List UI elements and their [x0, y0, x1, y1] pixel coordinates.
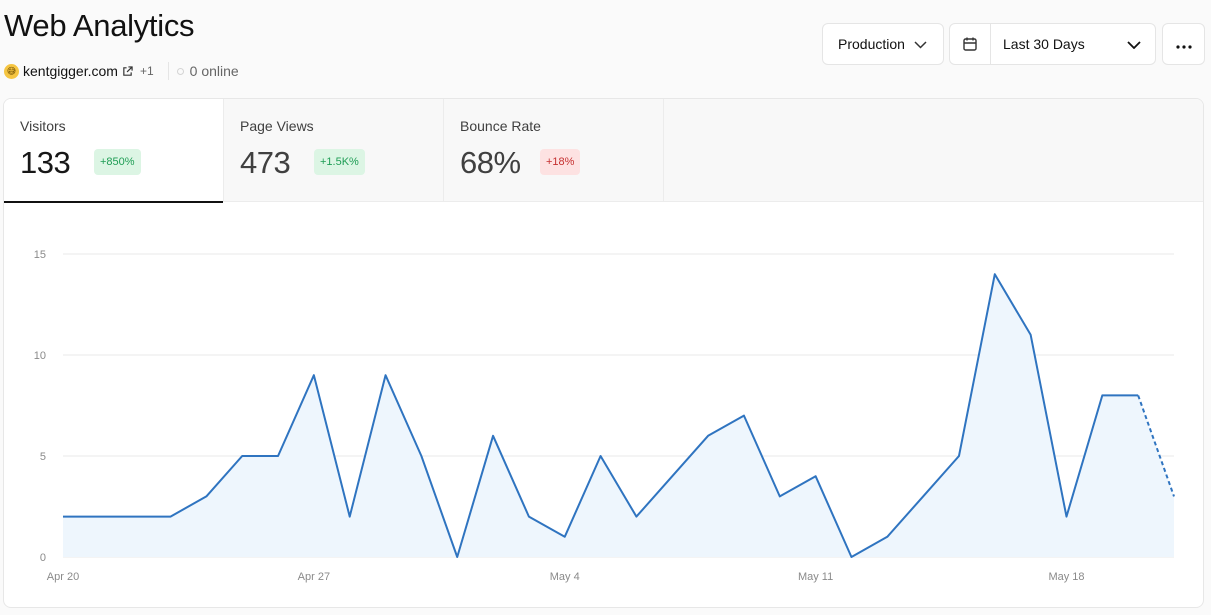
x-tick-label: May 11 — [798, 571, 833, 583]
tab-visitors[interactable]: Visitors 133 +850% — [4, 99, 224, 203]
visitors-chart[interactable]: 0 5 10 15 Apr 20 Apr 27 May 4 May 11 May 18 — [4, 203, 1203, 607]
site-row: 😅 kentgigger.com +1 0 online — [4, 62, 239, 80]
chevron-down-icon — [914, 36, 927, 52]
metric-label: Bounce Rate — [460, 118, 541, 134]
series-line-partial — [1137, 395, 1175, 497]
y-tick-label: 5 — [40, 451, 46, 463]
environment-label: Production — [838, 36, 905, 52]
environment-select[interactable]: Production — [822, 23, 944, 65]
metric-value: 133 — [20, 145, 71, 180]
ellipsis-icon — [1175, 36, 1192, 52]
page-title: Web Analytics — [4, 8, 195, 43]
metric-value: 473 — [240, 145, 291, 180]
y-tick-label: 10 — [34, 350, 46, 362]
online-status-dot — [176, 67, 184, 75]
x-tick-label: May 18 — [1048, 571, 1084, 583]
metric-change-badge: +850% — [94, 149, 141, 175]
y-tick-label: 15 — [34, 249, 46, 261]
metric-value: 68% — [460, 145, 521, 180]
more-options-button[interactable] — [1162, 23, 1205, 65]
metric-change-badge: +1.5K% — [314, 149, 365, 175]
date-range-label: Last 30 Days — [1003, 36, 1085, 52]
metric-label: Page Views — [240, 118, 314, 134]
date-range-select[interactable]: Last 30 Days — [949, 23, 1156, 65]
external-link-icon[interactable] — [122, 65, 133, 77]
x-tick-label: Apr 20 — [47, 571, 79, 583]
online-count: 0 online — [189, 63, 239, 79]
divider — [167, 62, 169, 80]
y-tick-label: 0 — [40, 552, 46, 564]
tab-bounce-rate[interactable]: Bounce Rate 68% +18% — [444, 99, 664, 202]
line-chart: 0 5 10 15 Apr 20 Apr 27 May 4 May 11 May 18 — [34, 249, 1175, 583]
extra-sites-count[interactable]: +1 — [139, 64, 154, 78]
site-domain-link[interactable]: kentgigger.com — [23, 63, 118, 79]
calendar-icon[interactable] — [950, 24, 991, 64]
chevron-down-icon — [1127, 36, 1141, 52]
metric-tabs: Visitors 133 +850% Page Views 473 +1.5K%… — [4, 99, 1203, 203]
metric-change-badge: +18% — [540, 149, 581, 175]
area-fill — [63, 274, 1174, 557]
x-tick-label: Apr 27 — [298, 571, 330, 583]
site-avatar: 😅 — [4, 63, 19, 79]
tab-page-views[interactable]: Page Views 473 +1.5K% — [224, 99, 444, 202]
analytics-card: Visitors 133 +850% Page Views 473 +1.5K%… — [3, 98, 1204, 608]
metric-label: Visitors — [20, 118, 66, 134]
x-tick-label: May 4 — [550, 571, 580, 583]
